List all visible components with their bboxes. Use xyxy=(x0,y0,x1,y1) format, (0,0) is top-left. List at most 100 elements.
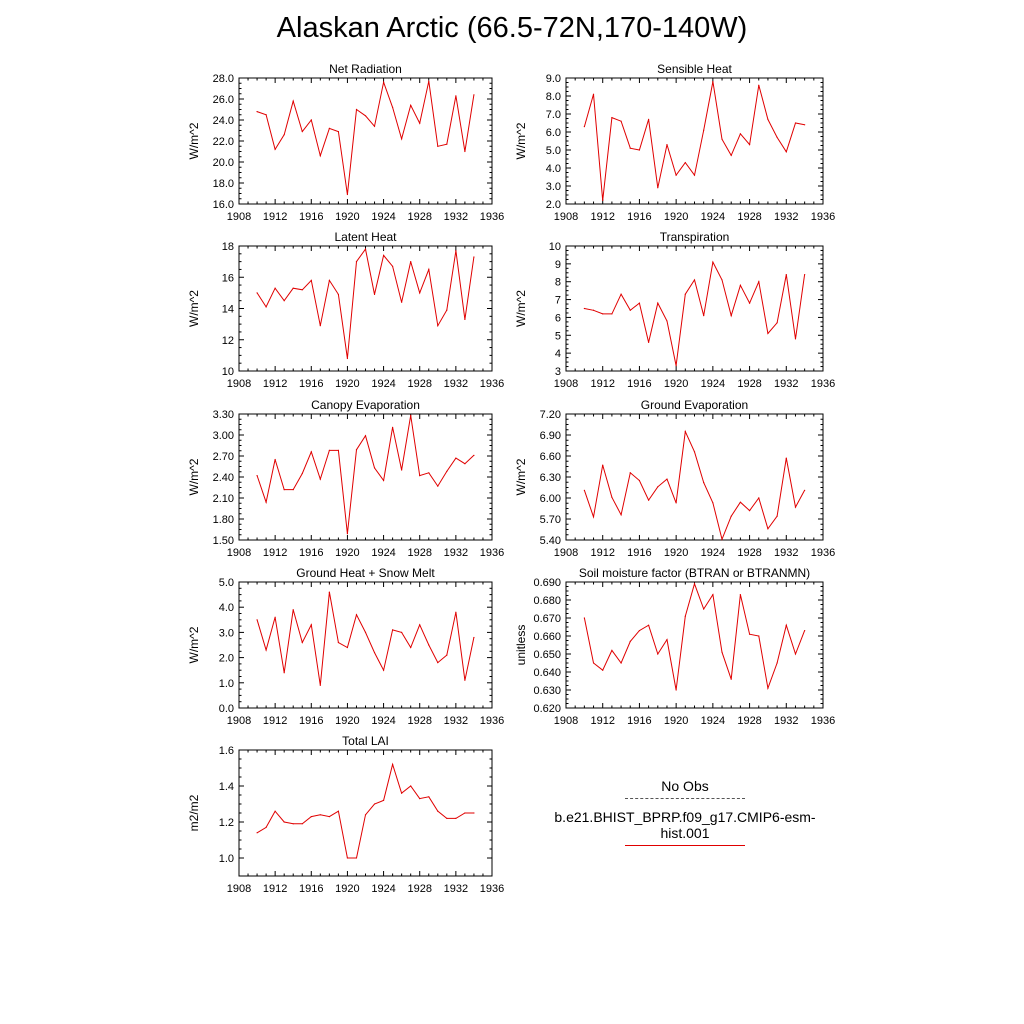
y-axis-label: W/m^2 xyxy=(187,626,201,663)
x-tick-label: 1932 xyxy=(444,883,468,895)
x-tick-label: 1920 xyxy=(335,883,359,895)
data-point xyxy=(355,108,358,111)
data-point xyxy=(301,130,303,133)
y-tick-label: 1.80 xyxy=(213,514,234,526)
chart-title: Total LAI xyxy=(342,734,389,748)
x-tick-label: 1932 xyxy=(774,715,798,727)
data-point xyxy=(693,279,696,281)
data-point xyxy=(292,287,294,289)
x-tick-label: 1924 xyxy=(371,883,395,895)
data-point xyxy=(638,479,641,482)
data-point xyxy=(274,616,276,618)
data-point xyxy=(721,138,723,140)
data-point xyxy=(648,118,650,120)
data-point xyxy=(721,279,723,281)
data-point xyxy=(337,449,339,451)
x-tick-label: 1936 xyxy=(480,211,504,223)
series-line xyxy=(583,582,806,691)
y-tick-label: 8 xyxy=(555,277,561,289)
data-point xyxy=(712,502,714,504)
data-point xyxy=(310,279,312,281)
y-tick-label: 5.0 xyxy=(546,145,561,157)
x-tick-label: 1908 xyxy=(554,211,578,223)
data-point xyxy=(684,430,686,433)
y-tick-label: 7 xyxy=(555,295,561,307)
y-tick-label: 5 xyxy=(555,330,561,342)
y-tick-label: 18 xyxy=(222,241,234,253)
data-point xyxy=(693,583,696,585)
y-tick-label: 16.0 xyxy=(213,199,234,211)
data-point xyxy=(346,357,349,360)
x-tick-label: 1908 xyxy=(227,883,251,895)
data-point xyxy=(730,315,732,317)
x-tick-label: 1936 xyxy=(480,547,504,559)
data-point xyxy=(785,273,787,276)
data-point xyxy=(592,93,595,95)
series-line xyxy=(584,260,806,366)
series-line xyxy=(256,762,474,859)
data-point xyxy=(611,117,613,119)
data-point xyxy=(401,631,403,634)
data-point xyxy=(337,641,339,644)
data-point xyxy=(328,816,330,818)
data-point xyxy=(265,501,267,503)
data-point xyxy=(666,639,668,641)
y-tick-label: 1.2 xyxy=(219,817,234,829)
data-point xyxy=(428,268,430,271)
data-point xyxy=(473,812,475,814)
data-point xyxy=(794,653,797,655)
x-tick-label: 1912 xyxy=(263,883,287,895)
y-axis-label: W/m^2 xyxy=(187,122,201,159)
series-line xyxy=(256,415,475,534)
y-tick-label: 10 xyxy=(549,241,561,253)
data-point xyxy=(804,273,806,276)
data-point xyxy=(301,641,303,644)
data-point xyxy=(419,798,421,800)
data-point xyxy=(437,325,439,327)
y-tick-label: 22.0 xyxy=(213,136,234,148)
data-point xyxy=(657,486,659,488)
x-tick-label: 1908 xyxy=(227,378,251,390)
y-tick-label: 9 xyxy=(555,259,561,271)
data-point xyxy=(794,506,797,508)
data-point xyxy=(392,629,394,631)
data-point xyxy=(748,510,751,512)
data-point xyxy=(410,414,412,416)
y-tick-label: 2.10 xyxy=(213,493,234,505)
data-point xyxy=(410,104,412,106)
data-point xyxy=(464,463,466,465)
data-point xyxy=(675,365,677,367)
plot-frame xyxy=(238,413,493,541)
x-tick-label: 1928 xyxy=(737,378,761,390)
x-tick-label: 1936 xyxy=(811,715,835,727)
y-tick-label: 6.30 xyxy=(540,472,561,484)
data-point xyxy=(382,81,385,83)
series-line xyxy=(583,81,805,201)
data-point xyxy=(657,302,659,304)
data-point xyxy=(401,469,403,471)
data-point xyxy=(776,136,778,138)
data-point xyxy=(428,472,430,474)
data-point xyxy=(583,617,585,619)
data-point xyxy=(392,106,394,108)
x-tick-label: 1924 xyxy=(371,211,395,223)
data-point xyxy=(620,293,622,295)
y-tick-label: 2.70 xyxy=(213,451,234,463)
series-line xyxy=(256,247,475,359)
y-tick-label: 20.0 xyxy=(213,157,234,169)
data-point xyxy=(382,799,385,802)
data-point xyxy=(611,649,613,652)
plot-frame xyxy=(565,245,824,372)
data-point xyxy=(310,816,312,818)
x-tick-label: 1932 xyxy=(444,211,468,223)
data-point xyxy=(301,823,303,825)
data-point xyxy=(638,302,641,304)
x-tick-label: 1920 xyxy=(664,378,688,390)
data-point xyxy=(328,279,330,281)
x-tick-label: 1920 xyxy=(335,211,359,223)
data-point xyxy=(666,320,668,322)
data-point xyxy=(648,499,650,501)
data-point xyxy=(382,669,385,671)
data-point xyxy=(319,684,321,686)
data-point xyxy=(583,307,585,310)
